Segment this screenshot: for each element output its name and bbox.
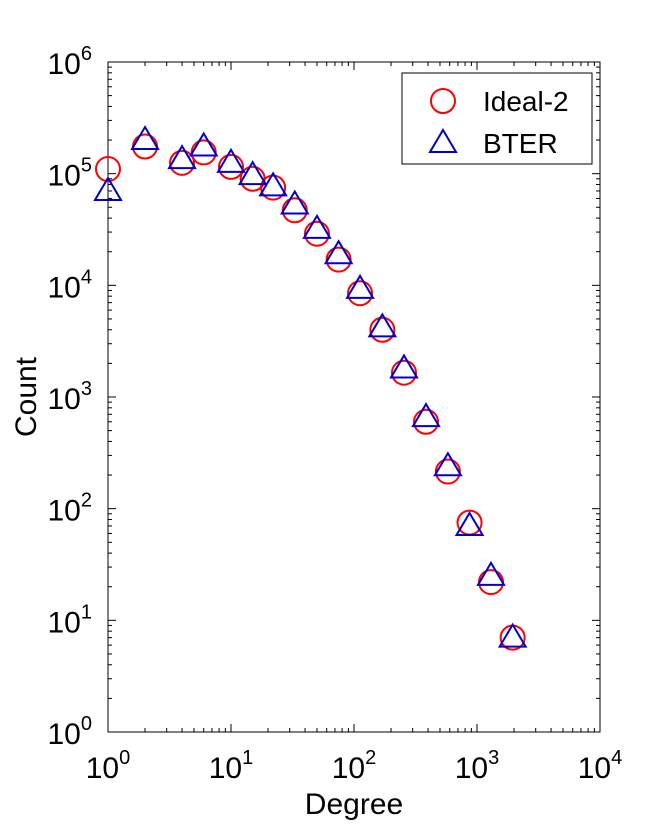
- y-tick-label: 105: [48, 155, 93, 193]
- point-bter: [237, 160, 268, 186]
- point-bter: [497, 622, 528, 648]
- x-tick-label: 103: [455, 747, 500, 785]
- point-bter: [188, 131, 219, 157]
- point-bter: [323, 239, 354, 265]
- legend-box: [401, 72, 593, 165]
- point-ideal-2: [260, 174, 287, 201]
- x-axis-title: Degree: [305, 788, 403, 821]
- point-bter: [433, 451, 463, 477]
- y-tick-label: 103: [48, 378, 93, 416]
- plot-area: [107, 61, 601, 733]
- point-ideal-2: [218, 153, 244, 180]
- point-bter: [302, 213, 332, 239]
- point-bter: [345, 273, 375, 299]
- point-ideal-2: [391, 359, 418, 386]
- point-ideal-2: [413, 408, 440, 435]
- y-tick-label: 100: [48, 713, 93, 751]
- x-tick-label: 101: [209, 747, 254, 785]
- point-ideal-2: [347, 280, 374, 307]
- point-ideal-2: [303, 220, 330, 247]
- point-ideal-2: [95, 156, 121, 183]
- legend-label-ideal-2: Ideal-2: [483, 86, 569, 117]
- x-tick-label: 102: [332, 747, 377, 785]
- x-tick-labels: 100 101 102 103 104: [86, 747, 623, 785]
- legend-marker-bter: [428, 128, 458, 153]
- point-bter: [476, 560, 506, 586]
- legend-label-bter: BTER: [483, 128, 558, 159]
- legend-marker-ideal-2: [430, 88, 456, 114]
- point-bter: [93, 175, 123, 201]
- point-ideal-2: [369, 316, 396, 343]
- y-tick-labels: 100 101 102 103 104 105 106: [48, 43, 93, 751]
- data-markers: [93, 125, 528, 651]
- point-ideal-2: [169, 149, 196, 176]
- y-tick-label: 106: [48, 43, 93, 81]
- point-bter: [258, 171, 288, 197]
- y-axis-title: Count: [10, 356, 43, 437]
- axis-ticks: [107, 61, 601, 733]
- x-tick-label: 104: [578, 747, 623, 785]
- point-bter: [411, 402, 441, 428]
- point-bter: [216, 147, 246, 173]
- point-bter: [389, 353, 419, 379]
- y-tick-label: 101: [48, 601, 93, 639]
- legend: Ideal-2 BTER: [401, 72, 593, 165]
- point-bter: [130, 125, 160, 151]
- point-ideal-2: [434, 458, 461, 485]
- point-bter: [280, 189, 310, 215]
- y-tick-label: 102: [48, 490, 93, 528]
- point-bter: [454, 510, 485, 536]
- x-tick-label: 100: [86, 747, 131, 785]
- y-tick-label: 104: [48, 266, 93, 304]
- point-bter: [167, 144, 197, 170]
- point-bter: [367, 312, 398, 338]
